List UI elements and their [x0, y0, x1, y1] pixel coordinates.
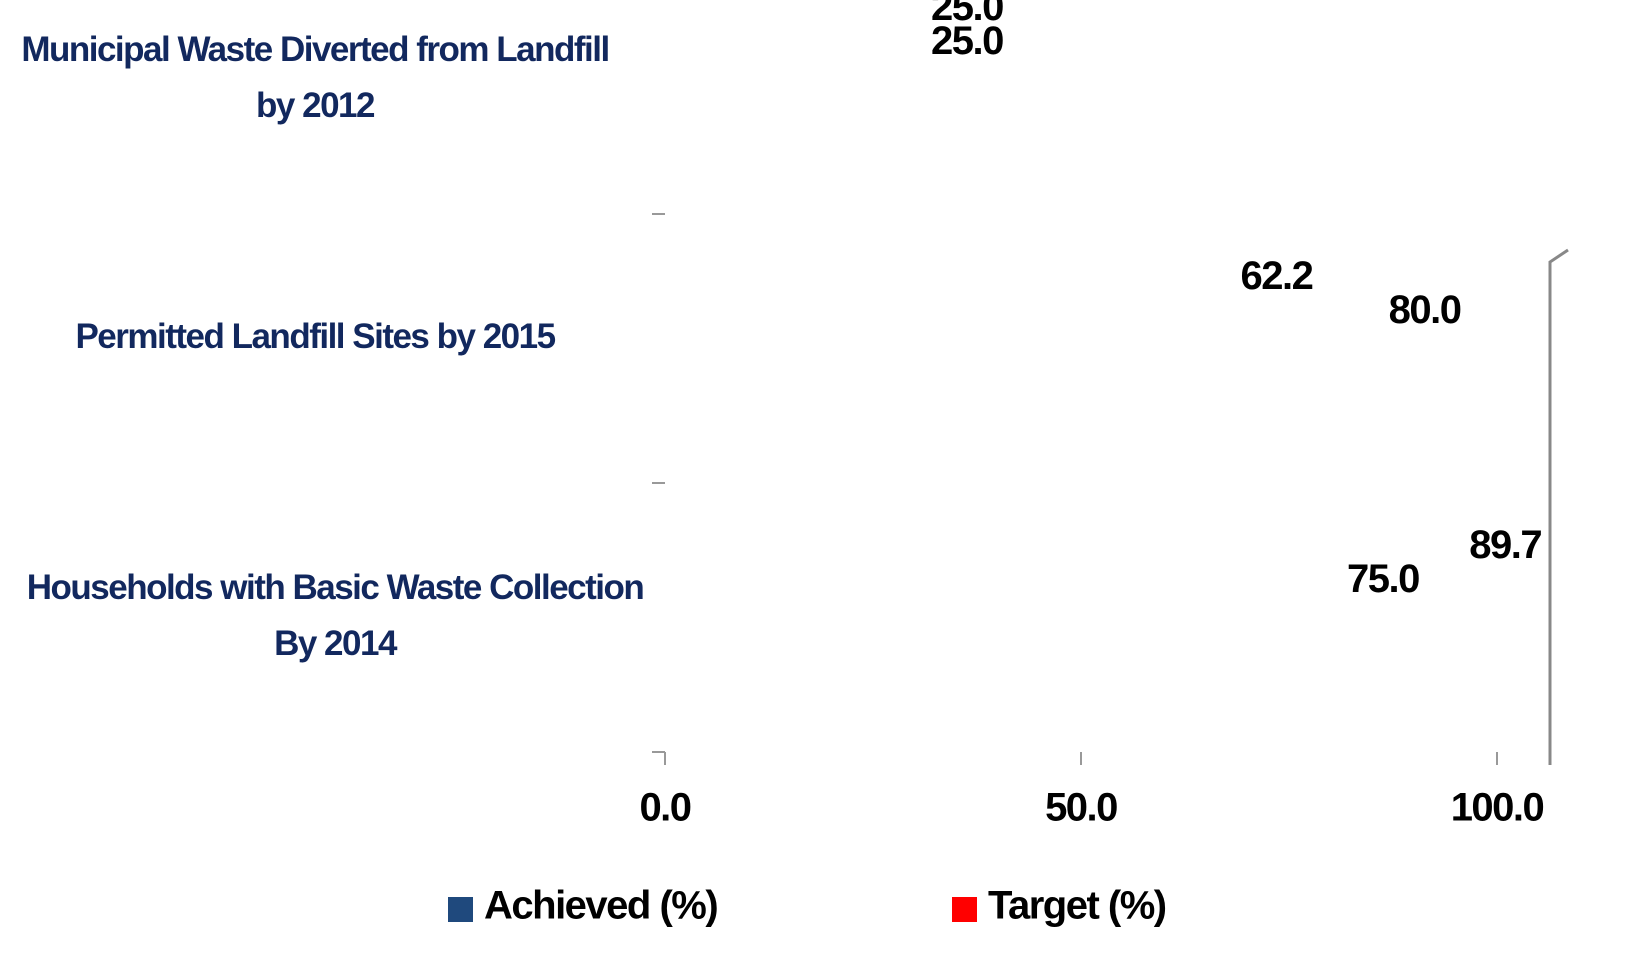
bar — [665, 0, 873, 28]
bar — [665, 564, 1289, 600]
data-label: 89.7 — [1469, 523, 1541, 567]
x-tick-label: 50.0 — [1045, 786, 1117, 830]
legend-label: Achieved (%) — [484, 884, 717, 928]
category-label: Permitted Landfill Sites by 2015 — [75, 316, 556, 356]
bar — [665, 295, 1331, 331]
legend-swatch — [448, 897, 473, 922]
x-tick-label: 0.0 — [639, 786, 690, 830]
data-label: 62.2 — [1241, 254, 1313, 298]
data-label: 80.0 — [1389, 288, 1461, 332]
x-tick-label: 100.0 — [1451, 786, 1544, 830]
legend-label: Target (%) — [988, 884, 1166, 928]
frame-edge — [1548, 248, 1569, 765]
bar — [665, 530, 1411, 566]
category-label: Households with Basic Waste Collection B… — [26, 567, 645, 663]
data-label: 25.0 — [931, 19, 1003, 63]
bar — [665, 26, 873, 62]
data-label: 75.0 — [1347, 557, 1419, 601]
bar — [665, 261, 1183, 297]
category-label: Municipal Waste Diverted from Landfill b… — [21, 29, 610, 125]
data-label: 25.0 — [931, 0, 1003, 29]
legend-swatch — [952, 897, 977, 922]
